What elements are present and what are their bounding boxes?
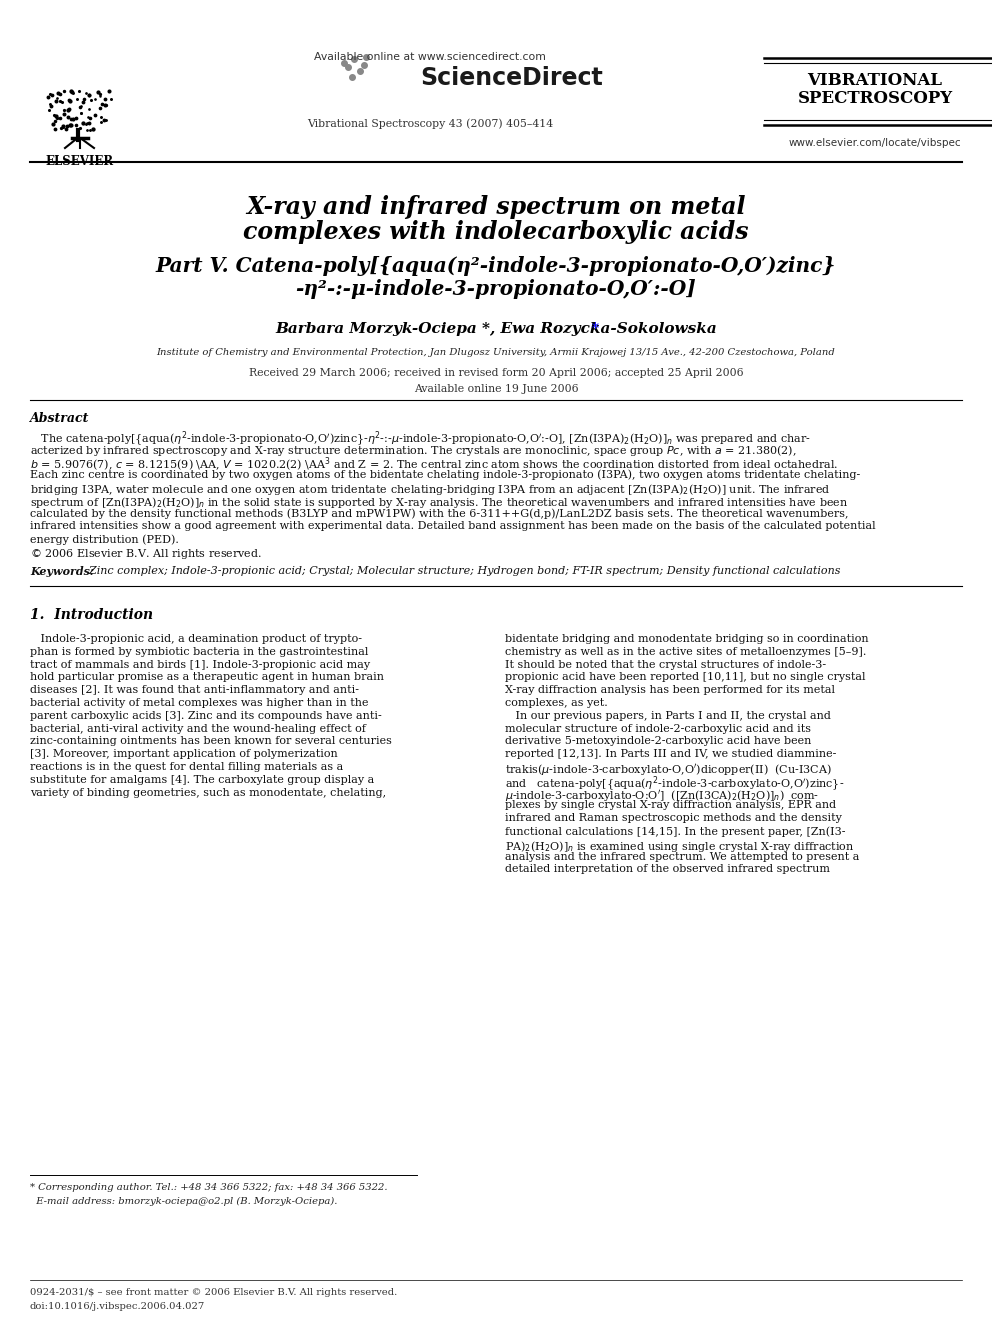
Text: plexes by single crystal X-ray diffraction analysis, EPR and: plexes by single crystal X-ray diffracti… [505,800,836,811]
Text: PA)$_2$(H$_2$O)]$_n$ is examined using single crystal X-ray diffraction: PA)$_2$(H$_2$O)]$_n$ is examined using s… [505,839,854,853]
Text: analysis and the infrared spectrum. We attempted to present a: analysis and the infrared spectrum. We a… [505,852,859,861]
Text: SPECTROSCOPY: SPECTROSCOPY [798,90,952,107]
Text: energy distribution (PED).: energy distribution (PED). [30,534,179,545]
Text: E-mail address: bmorzyk-ociepa@o2.pl (B. Morzyk-Ociepa).: E-mail address: bmorzyk-ociepa@o2.pl (B.… [30,1197,337,1207]
Text: acterized by infrared spectroscopy and X-ray structure determination. The crysta: acterized by infrared spectroscopy and X… [30,443,797,458]
Text: detailed interpretation of the observed infrared spectrum: detailed interpretation of the observed … [505,864,830,875]
Text: propionic acid have been reported [10,11], but no single crystal: propionic acid have been reported [10,11… [505,672,865,683]
Text: Part V. Catena-poly[{aqua(η²-indole-3-propionato-O,O′)zinc}: Part V. Catena-poly[{aqua(η²-indole-3-pr… [156,255,836,277]
Text: X-ray diffraction analysis has been performed for its metal: X-ray diffraction analysis has been perf… [505,685,835,695]
Text: bacterial activity of metal complexes was higher than in the: bacterial activity of metal complexes wa… [30,699,368,708]
Text: ScienceDirect: ScienceDirect [420,66,603,90]
Text: functional calculations [14,15]. In the present paper, [Zn(I3-: functional calculations [14,15]. In the … [505,826,845,836]
Text: [3]. Moreover, important application of polymerization: [3]. Moreover, important application of … [30,749,337,759]
Text: $\copyright$ 2006 Elsevier B.V. All rights reserved.: $\copyright$ 2006 Elsevier B.V. All righ… [30,546,262,561]
Text: chemistry as well as in the active sites of metalloenzymes [5–9].: chemistry as well as in the active sites… [505,647,866,656]
Text: www.elsevier.com/locate/vibspec: www.elsevier.com/locate/vibspec [789,138,961,148]
Bar [28,44,133,148]
Text: complexes with indolecarboxylic acids: complexes with indolecarboxylic acids [243,220,749,243]
Text: Keywords:: Keywords: [30,566,94,577]
Text: infrared and Raman spectroscopic methods and the density: infrared and Raman spectroscopic methods… [505,814,842,823]
Text: bacterial, anti-viral activity and the wound-healing effect of: bacterial, anti-viral activity and the w… [30,724,366,733]
Text: Available online 19 June 2006: Available online 19 June 2006 [414,384,578,394]
Text: tract of mammals and birds [1]. Indole-3-propionic acid may: tract of mammals and birds [1]. Indole-3… [30,660,370,669]
Text: parent carboxylic acids [3]. Zinc and its compounds have anti-: parent carboxylic acids [3]. Zinc and it… [30,710,382,721]
Text: Indole-3-propionic acid, a deamination product of trypto-: Indole-3-propionic acid, a deamination p… [30,634,362,644]
Text: complexes, as yet.: complexes, as yet. [505,699,608,708]
Text: Abstract: Abstract [30,411,89,425]
Text: variety of binding geometries, such as monodentate, chelating,: variety of binding geometries, such as m… [30,787,386,798]
Text: bridging I3PA, water molecule and one oxygen atom tridentate chelating-bridging : bridging I3PA, water molecule and one ox… [30,482,830,497]
Text: * Corresponding author. Tel.: +48 34 366 5322; fax: +48 34 366 5322.: * Corresponding author. Tel.: +48 34 366… [30,1183,388,1192]
Text: hold particular promise as a therapeutic agent in human brain: hold particular promise as a therapeutic… [30,672,384,683]
Text: 0924-2031/$ – see front matter © 2006 Elsevier B.V. All rights reserved.: 0924-2031/$ – see front matter © 2006 El… [30,1289,397,1297]
Text: Barbara Morzyk-Ociepa *, Ewa Rozycka-Sokolowska: Barbara Morzyk-Ociepa *, Ewa Rozycka-Sok… [275,321,717,336]
Text: 1.  Introduction: 1. Introduction [30,609,153,622]
Text: -η²-:-μ-indole-3-propionato-O,O′:-O]: -η²-:-μ-indole-3-propionato-O,O′:-O] [296,279,696,299]
Text: ELSEVIER: ELSEVIER [46,155,114,168]
Text: Available online at www.sciencedirect.com: Available online at www.sciencedirect.co… [314,52,546,62]
Text: doi:10.1016/j.vibspec.2006.04.027: doi:10.1016/j.vibspec.2006.04.027 [30,1302,205,1311]
Text: bidentate bridging and monodentate bridging so in coordination: bidentate bridging and monodentate bridg… [505,634,869,644]
Text: substitute for amalgams [4]. The carboxylate group display a: substitute for amalgams [4]. The carboxy… [30,775,374,785]
Text: X-ray and infrared spectrum on metal: X-ray and infrared spectrum on metal [246,194,746,220]
Text: molecular structure of indole-2-carboxylic acid and its: molecular structure of indole-2-carboxyl… [505,724,811,733]
Text: It should be noted that the crystal structures of indole-3-: It should be noted that the crystal stru… [505,660,826,669]
Text: *: * [591,321,598,336]
Text: infrared intensities show a good agreement with experimental data. Detailed band: infrared intensities show a good agreeme… [30,521,876,531]
Text: derivative 5-metoxyindole-2-carboxylic acid have been: derivative 5-metoxyindole-2-carboxylic a… [505,737,811,746]
Text: phan is formed by symbiotic bacteria in the gastrointestinal: phan is formed by symbiotic bacteria in … [30,647,368,656]
Text: $\mu$-indole-3-carboxylato-O:O$'$]  ([Zn(I3CA)$_2$(H$_2$O)]$_n$)  com-: $\mu$-indole-3-carboxylato-O:O$'$] ([Zn(… [505,787,819,803]
Text: Zinc complex; Indole-3-propionic acid; Crystal; Molecular structure; Hydrogen bo: Zinc complex; Indole-3-propionic acid; C… [82,566,840,576]
Text: and   catena-poly[{aqua($\eta^2$-indole-3-carboxylato-O,O$'$)zinc}-: and catena-poly[{aqua($\eta^2$-indole-3-… [505,775,844,794]
Text: calculated by the density functional methods (B3LYP and mPW1PW) with the 6-311++: calculated by the density functional met… [30,508,848,519]
Text: VIBRATIONAL: VIBRATIONAL [807,71,942,89]
Text: diseases [2]. It was found that anti-inflammatory and anti-: diseases [2]. It was found that anti-inf… [30,685,359,695]
Text: trakis($\mu$-indole-3-carboxylato-O,O$'$)dicopper(II)  (Cu-I3CA): trakis($\mu$-indole-3-carboxylato-O,O$'$… [505,762,832,777]
Text: $b$ = 5.9076(7), $c$ = 8.1215(9) \AA, $V$ = 1020.2(2) \AA$^3$ and Z = 2. The cen: $b$ = 5.9076(7), $c$ = 8.1215(9) \AA, $V… [30,456,838,474]
Text: In our previous papers, in Parts I and II, the crystal and: In our previous papers, in Parts I and I… [505,710,831,721]
Text: Vibrational Spectroscopy 43 (2007) 405–414: Vibrational Spectroscopy 43 (2007) 405–4… [307,118,554,128]
Text: Institute of Chemistry and Environmental Protection, Jan Dlugosz University, Arm: Institute of Chemistry and Environmental… [157,348,835,357]
Text: Each zinc centre is coordinated by two oxygen atoms of the bidentate chelating i: Each zinc centre is coordinated by two o… [30,468,860,479]
Text: spectrum of [Zn(I3PA)$_2$(H$_2$O)]$_n$ in the solid state is supported by X-ray : spectrum of [Zn(I3PA)$_2$(H$_2$O)]$_n$ i… [30,495,848,509]
Text: zinc-containing ointments has been known for several centuries: zinc-containing ointments has been known… [30,737,392,746]
Text: reported [12,13]. In Parts III and IV, we studied diammine-: reported [12,13]. In Parts III and IV, w… [505,749,836,759]
Text: Received 29 March 2006; received in revised form 20 April 2006; accepted 25 Apri: Received 29 March 2006; received in revi… [249,368,743,378]
Text: reactions is in the quest for dental filling materials as a: reactions is in the quest for dental fil… [30,762,343,773]
Text: The catena-poly[{aqua($\eta^2$-indole-3-propionato-O,O$'$)zinc}-$\eta^2$-:-$\mu$: The catena-poly[{aqua($\eta^2$-indole-3-… [30,430,811,450]
